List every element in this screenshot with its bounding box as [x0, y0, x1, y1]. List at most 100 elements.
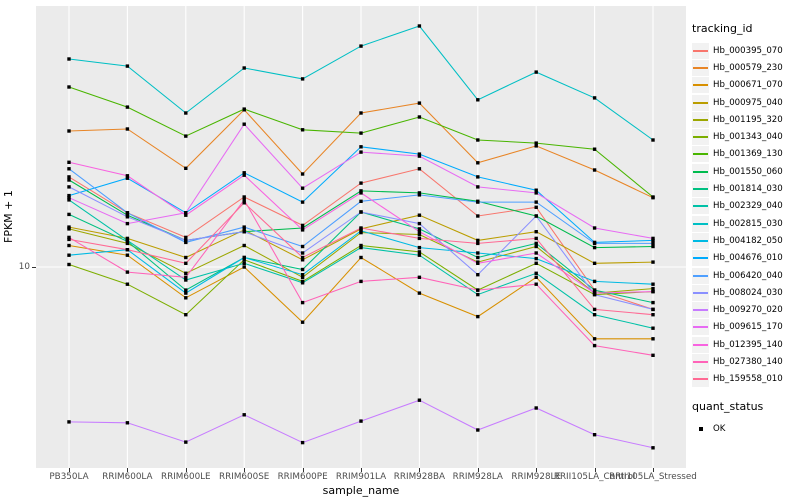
data-point — [651, 286, 655, 291]
data-point — [359, 199, 363, 203]
legend-line-swatch — [693, 257, 708, 260]
legend-label: Hb_000395_070 — [713, 45, 783, 56]
data-point — [300, 267, 305, 272]
data-point — [184, 211, 188, 215]
x-tick-mark — [419, 468, 421, 472]
legend-key — [692, 215, 709, 232]
data-point — [359, 243, 363, 248]
data-point — [242, 225, 246, 229]
data-point — [300, 228, 305, 232]
x-tick-mark — [536, 468, 538, 472]
data-point — [67, 198, 71, 202]
legend-item-Hb_000395_070: Hb_000395_070 — [692, 42, 798, 59]
x-tick-mark — [594, 468, 596, 472]
data-point — [417, 213, 422, 217]
data-point — [184, 288, 188, 292]
data-point — [534, 275, 538, 279]
data-point — [300, 223, 305, 228]
data-point — [300, 275, 305, 279]
data-point — [476, 428, 480, 432]
legend-item-Hb_004676_010: Hb_004676_010 — [692, 250, 798, 267]
data-point — [359, 150, 363, 154]
data-point — [651, 244, 655, 249]
data-point — [417, 167, 422, 171]
data-point — [300, 258, 305, 262]
data-point — [534, 214, 538, 218]
data-point — [184, 278, 188, 282]
legend-item-Hb_001343_040: Hb_001343_040 — [692, 128, 798, 146]
data-point — [125, 238, 130, 243]
data-point — [476, 261, 480, 265]
data-point — [242, 122, 246, 126]
data-point — [592, 279, 597, 284]
legend-item-Hb_001195_320: Hb_001195_320 — [692, 111, 798, 128]
plot-panel — [36, 6, 686, 468]
data-point — [300, 320, 305, 324]
x-tick-label-RRII105LA_Stressed: RRII105LA_Stressed — [609, 472, 697, 482]
legend-label: Hb_001814_030 — [713, 184, 783, 195]
data-point — [592, 337, 597, 341]
data-point — [184, 111, 188, 115]
data-point — [67, 227, 71, 231]
data-point — [242, 66, 246, 70]
x-tick-mark — [361, 468, 362, 472]
legend-item-Hb_159558_010: Hb_159558_010 — [692, 371, 798, 388]
legend-key — [692, 319, 709, 336]
data-point — [242, 265, 246, 269]
data-point — [184, 238, 188, 243]
data-point — [67, 262, 71, 267]
legend-line-swatch — [693, 136, 708, 139]
data-point — [242, 261, 246, 265]
data-point — [359, 145, 363, 149]
data-point — [359, 255, 363, 260]
legend-item-Hb_004182_050: Hb_004182_050 — [692, 232, 798, 249]
data-point — [417, 230, 422, 234]
data-point — [592, 288, 597, 292]
data-point — [476, 185, 480, 189]
data-point — [417, 115, 422, 119]
legend-line-swatch — [693, 205, 708, 208]
legend-key — [692, 181, 709, 198]
x-tick-label-RRIM600LE: RRIM600LE — [160, 472, 211, 482]
quant-status-legend: quant_status OK — [692, 400, 798, 437]
legend-line-swatch — [693, 274, 708, 277]
legend-line-swatch — [693, 378, 708, 381]
data-point — [359, 131, 363, 135]
data-point — [184, 313, 188, 317]
data-point — [125, 64, 130, 68]
legend-line-swatch — [693, 153, 708, 156]
data-point — [651, 307, 655, 312]
data-point — [242, 107, 246, 111]
legend-label: Hb_006420_040 — [713, 270, 783, 281]
legend-title-quant-status: quant_status — [692, 399, 764, 413]
data-point — [184, 255, 188, 260]
data-point — [476, 273, 480, 277]
legend-key — [692, 353, 709, 370]
legend-label: Hb_001550_060 — [713, 166, 783, 177]
data-point — [300, 300, 305, 305]
data-point — [476, 241, 480, 246]
data-point — [300, 244, 305, 249]
legend-key — [692, 250, 709, 267]
data-point — [417, 398, 422, 402]
legend-key — [692, 302, 709, 319]
data-point — [476, 238, 480, 243]
legend-label: Hb_008024_030 — [713, 287, 783, 298]
data-point — [417, 291, 422, 295]
legend-label: Hb_009615_170 — [713, 322, 783, 333]
data-point — [125, 236, 130, 241]
data-point — [359, 210, 363, 214]
data-point — [592, 226, 597, 230]
data-point — [184, 240, 188, 245]
x-tick-label-PB350LA: PB350LA — [49, 472, 89, 482]
legend-key — [692, 111, 709, 128]
data-point — [592, 343, 597, 348]
data-point — [67, 160, 71, 164]
data-point — [592, 307, 597, 312]
data-point — [651, 241, 655, 246]
data-point — [651, 289, 655, 294]
data-point — [125, 174, 130, 178]
data-point — [300, 440, 305, 445]
legend-key — [692, 146, 709, 163]
legend-item-Hb_012395_140: Hb_012395_140 — [692, 336, 798, 353]
